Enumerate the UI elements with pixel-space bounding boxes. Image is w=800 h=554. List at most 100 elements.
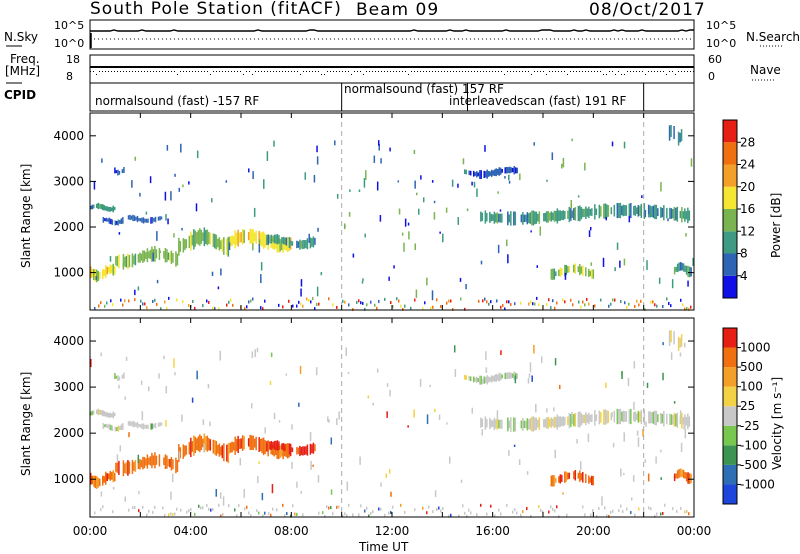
x-axis-label: Time UT [359,540,409,554]
echo-region [90,263,116,283]
echo-region [463,371,518,385]
date-label: 08/Oct/2017 [589,0,706,20]
colorbar-segment [723,406,737,426]
echo-region [127,420,167,430]
near-range-noise [94,296,692,312]
echo-region [102,423,124,432]
echo-region [90,408,116,419]
colorbar-tick-label: 28 [740,135,755,149]
beam-label: Beam 09 [356,0,440,20]
y-tick-label: 2000 [53,426,84,440]
colorbar-frame [722,327,738,505]
y-tick-label: 3000 [53,174,84,188]
freq-tick-top: 18 [66,53,80,66]
cpid-label: CPID [4,88,37,102]
colorbar-segment [723,484,737,504]
colorbar-segment [723,120,737,143]
colorbar-segment [723,231,737,254]
echo-region [266,234,316,250]
echo-region [114,167,125,176]
nave-series-points [90,71,694,75]
power-colorbar-label: Power [dB] [769,192,783,258]
colorbar-tick-label: 1000 [740,341,771,355]
colorbar-segment [723,186,737,209]
x-tick-label: 16:00 [475,524,510,538]
echo-region [90,202,116,213]
echo-region [102,217,124,226]
colorbar-tick-label: -25 [740,419,760,433]
echo-region [115,245,179,270]
cpid-segment-1: normalsound (fast) -157 RF [95,94,260,108]
echo-region [550,263,595,280]
nsky-tick-top: 10^5 [54,19,85,32]
colorbar-segment [723,253,737,276]
nsky-series-line [90,29,694,32]
echo-region [550,470,595,487]
nsky-tick-bottom: 10^0 [54,37,85,50]
nsky-label: N.Sky [4,30,39,44]
y-tick-label: 4000 [53,129,84,143]
nsearch-tick-bottom: 10^0 [706,37,737,50]
echo-region [90,470,116,489]
y-tick-label: 1000 [53,266,84,280]
colorbar-segment [723,464,737,485]
echo-region [127,214,167,224]
scattered-echoes [93,138,694,301]
echo-region [115,452,179,477]
x-tick-label: 20:00 [576,524,611,538]
x-tick-label: 12:00 [375,524,410,538]
echo-region [480,202,691,226]
echo-region [673,261,692,278]
scattered-echoes [90,342,687,506]
colorbar-tick-label: 25 [740,399,755,413]
nave-tick-bottom: 0 [708,70,715,83]
colorbar-tick-label: 8 [740,247,748,261]
colorbar-tick-label: 4 [740,269,748,283]
x-tick-label: 08:00 [274,524,309,538]
colorbar-segment [723,367,737,387]
x-tick-label: 04:00 [173,524,208,538]
freq-tick-bottom: 8 [66,70,73,83]
nave-tick-top: 60 [708,53,722,66]
cpid-panel-frame [89,82,695,112]
colorbar-segment [723,425,737,446]
colorbar-tick-label: 500 [740,360,763,374]
colorbar-tick-label: 20 [740,180,755,194]
freq-panel-frame [89,54,695,84]
x-tick-label: 00:00 [73,524,108,538]
colorbar-segment [723,386,737,407]
velocity-colorbar-label: Velocity [m s⁻¹] [770,376,784,470]
colorbar-segment [723,328,737,348]
chart-title: South Pole Station (fitACF) [90,0,342,19]
echo-region [178,227,230,257]
colorbar-tick-label: 16 [740,202,755,216]
nsearch-label: N.Search [746,30,800,44]
colorbar-segment [723,209,737,232]
freq-label: Freq. [10,52,40,66]
colorbar-segment [723,164,737,187]
colorbar-segment [723,445,737,465]
colorbar-tick-label: -100 [740,438,767,452]
colorbar-tick-label: 24 [740,158,755,172]
y-tick-label: 4000 [53,334,84,348]
colorbar-tick-label: 100 [740,380,763,394]
colorbar-tick-label: -500 [740,458,767,472]
power-ylabel: Slant Range [km] [19,163,33,268]
y-tick-label: 2000 [53,220,84,234]
x-tick-label: 00:00 [677,524,712,538]
echo-region [668,330,683,351]
echo-region [114,372,125,382]
cpid-segment-2: normalsound (fast) 157 RF [344,82,504,96]
near-range-noise [94,503,690,519]
echo-region [266,440,316,457]
colorbar-tick-label: -1000 [740,477,775,491]
echo-region [463,165,518,179]
nsearch-tick-top: 10^5 [706,19,737,32]
echo-region [480,408,691,432]
y-tick-label: 3000 [53,380,84,394]
echo-region [668,125,683,146]
colorbar-tick-label: 12 [740,224,755,238]
colorbar-segment [723,275,737,298]
freq-unit-label: [MHz] [5,64,41,78]
